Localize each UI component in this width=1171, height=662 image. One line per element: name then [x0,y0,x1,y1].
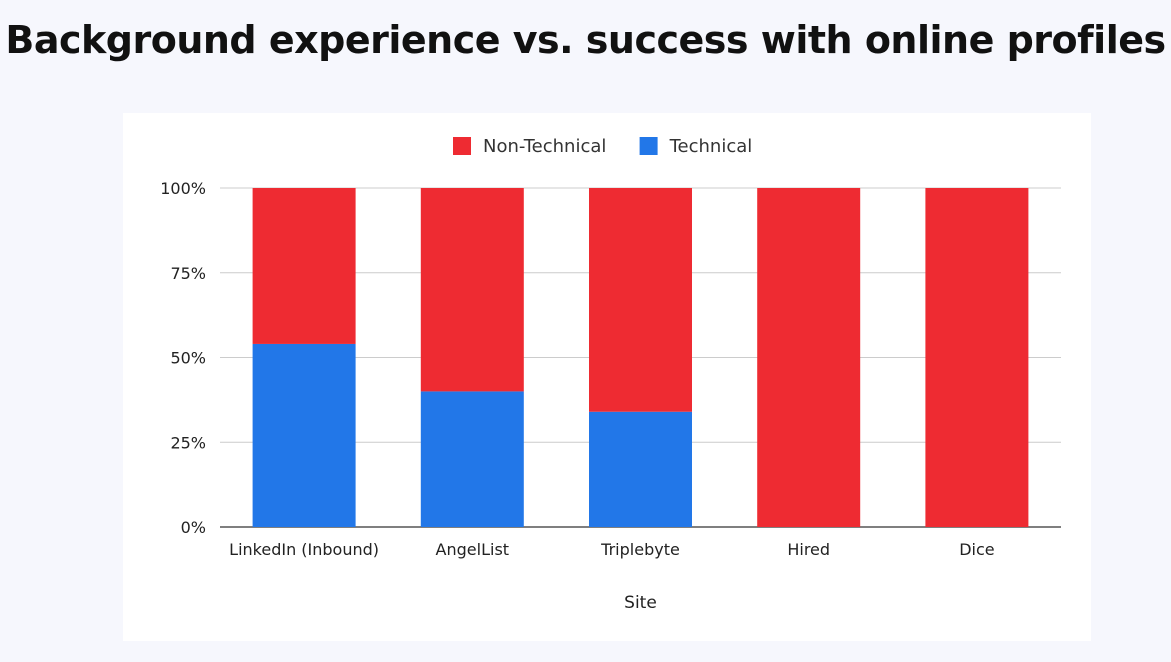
bar-non-technical [420,188,524,392]
bar-non-technical [925,188,1029,527]
legend-swatch [639,137,658,155]
x-tick-label: Hired [787,540,830,559]
y-tick-label: 100% [160,179,206,198]
chart-card: 0% 25% 50% 75% 100% LinkedIn (Inbound) AngelLi… [123,113,1091,641]
bar-non-technical [589,188,692,412]
x-tick-label: Dice [959,540,994,559]
legend-label: Technical [669,136,753,157]
y-tick-label: 25% [170,433,206,452]
x-tick-label: AngelList [436,540,510,559]
y-tick-label: 75% [170,264,206,283]
bar-technical [252,343,356,527]
stacked-bar-chart: 0% 25% 50% 75% 100% LinkedIn (Inbound) AngelLi… [160,136,1061,613]
legend-label: Non-Technical [483,136,606,157]
bar-technical [420,391,524,527]
bar-technical [589,411,692,527]
y-tick-label: 0% [181,518,206,537]
x-tick-label: LinkedIn (Inbound) [229,540,379,559]
legend-swatch [453,137,471,155]
x-tick-label: Triplebyte [600,540,680,559]
page-title: Background experience vs. success with o… [5,18,1166,62]
x-axis-title: Site [624,593,657,613]
bar-non-technical [252,188,356,344]
y-tick-label: 50% [170,349,206,368]
bar-non-technical [757,188,861,527]
